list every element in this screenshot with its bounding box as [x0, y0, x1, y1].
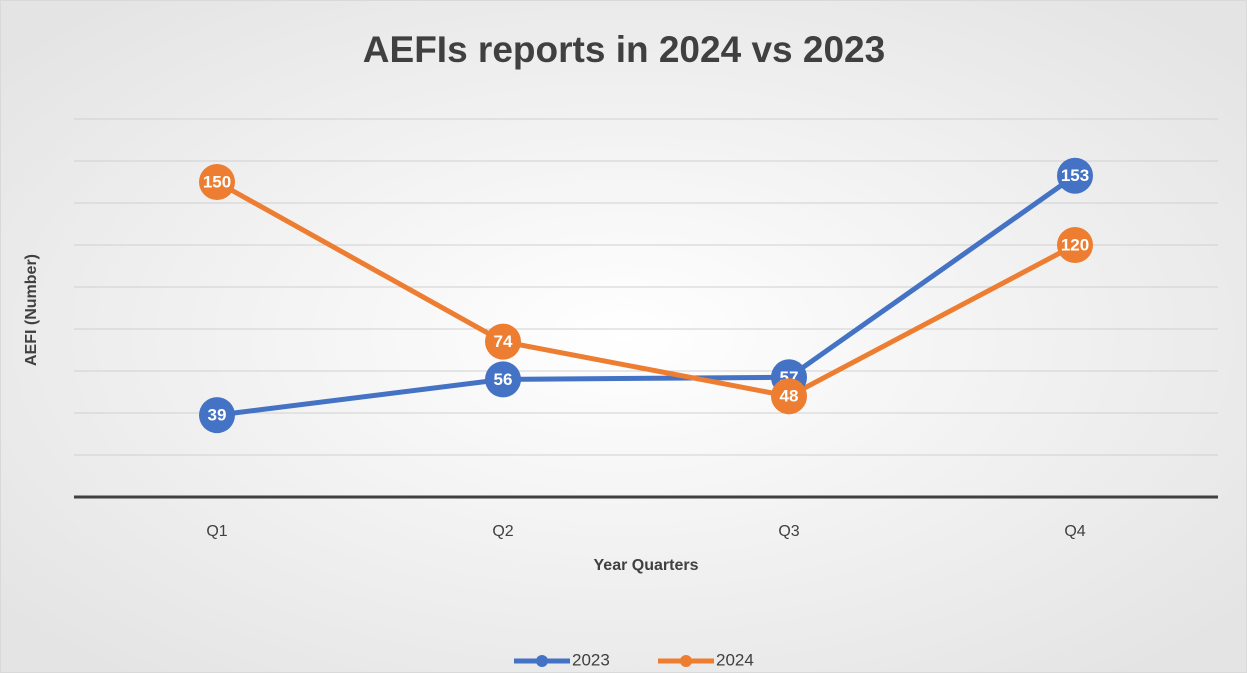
- data-point: [1057, 157, 1093, 194]
- x-tick-label: Q4: [1064, 523, 1085, 540]
- legend-marker: [680, 655, 692, 667]
- chart-title: AEFIs reports in 2024 vs 2023: [363, 29, 885, 70]
- series-line: [216, 173, 1077, 418]
- x-tick-label: Q1: [206, 523, 227, 540]
- x-tick-label: Q3: [778, 523, 799, 540]
- data-label: 153: [1061, 166, 1089, 185]
- data-point: [771, 378, 807, 415]
- x-axis-title: Year Quarters: [594, 557, 699, 574]
- data-label: 150: [203, 172, 231, 191]
- legend-label: 2024: [716, 650, 754, 669]
- series-line: [215, 179, 1077, 399]
- data-point: [485, 323, 521, 360]
- data-label: 120: [1061, 235, 1089, 254]
- y-axis-title: AEFI (Number): [23, 254, 40, 366]
- data-label: 39: [208, 406, 227, 425]
- data-point: [199, 164, 235, 200]
- data-label: 56: [494, 370, 513, 389]
- data-point: [199, 397, 235, 434]
- data-point: [1057, 227, 1093, 263]
- data-point: [485, 361, 521, 398]
- legend-marker: [536, 655, 548, 667]
- legend-label: 2023: [572, 650, 610, 669]
- x-tick-label: Q2: [492, 523, 513, 540]
- data-label: 74: [494, 332, 513, 351]
- data-label: 48: [780, 387, 799, 406]
